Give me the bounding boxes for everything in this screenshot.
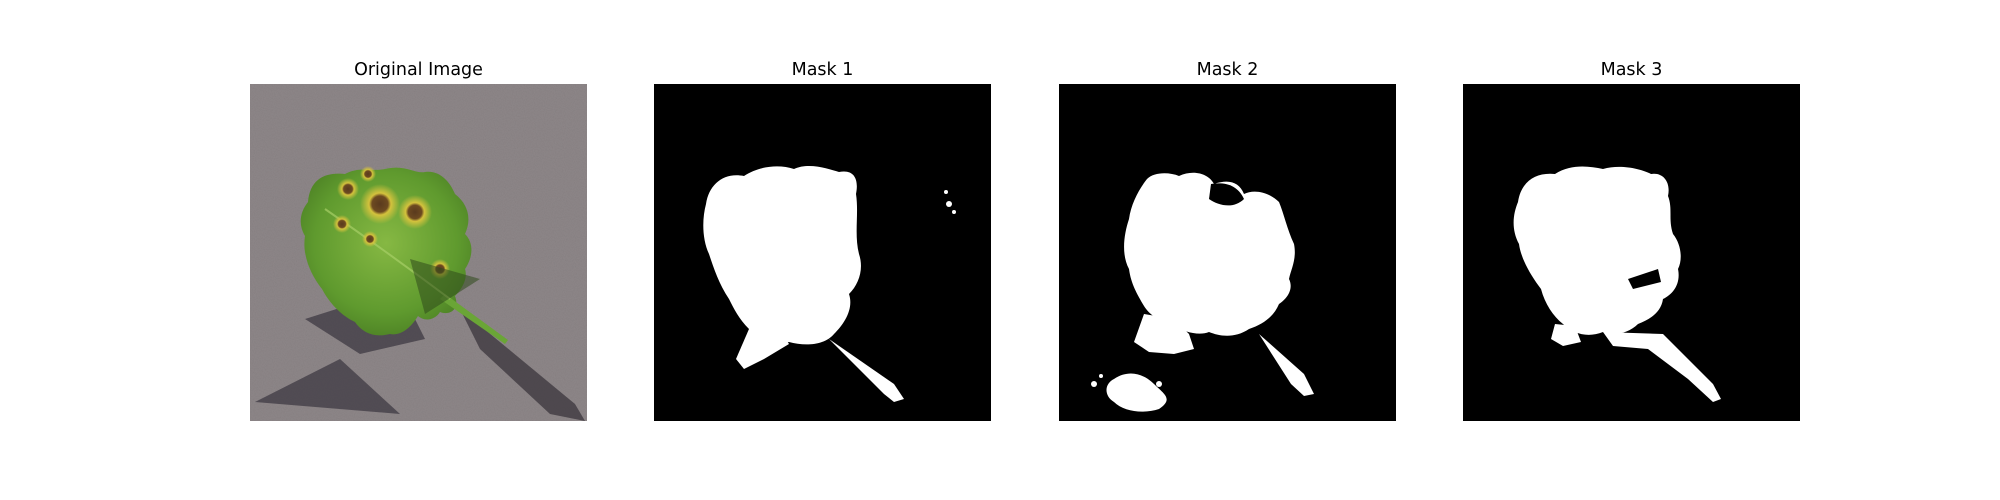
disease-spot <box>337 178 359 200</box>
panel-title: Mask 1 <box>654 58 991 82</box>
disease-spot <box>360 166 376 182</box>
panel-mask-3: Mask 3 <box>1463 0 1800 500</box>
panel-mask-2: Mask 2 <box>1059 0 1396 500</box>
original-leaf-photo <box>250 84 587 421</box>
disease-spot <box>398 195 432 229</box>
panel-original: Original Image <box>250 0 587 500</box>
disease-spot <box>333 215 351 233</box>
panel-title: Original Image <box>250 58 587 82</box>
mask-1-image <box>654 84 991 421</box>
disease-spot <box>360 184 400 224</box>
mask-3-image <box>1463 84 1800 421</box>
disease-spot <box>362 231 378 247</box>
panel-title: Mask 2 <box>1059 58 1396 82</box>
panel-mask-1: Mask 1 <box>654 0 991 500</box>
panel-title: Mask 3 <box>1463 58 1800 82</box>
mask-2-image <box>1059 84 1396 421</box>
